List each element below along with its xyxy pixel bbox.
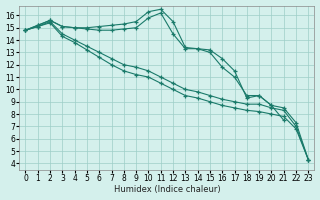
- X-axis label: Humidex (Indice chaleur): Humidex (Indice chaleur): [114, 185, 220, 194]
